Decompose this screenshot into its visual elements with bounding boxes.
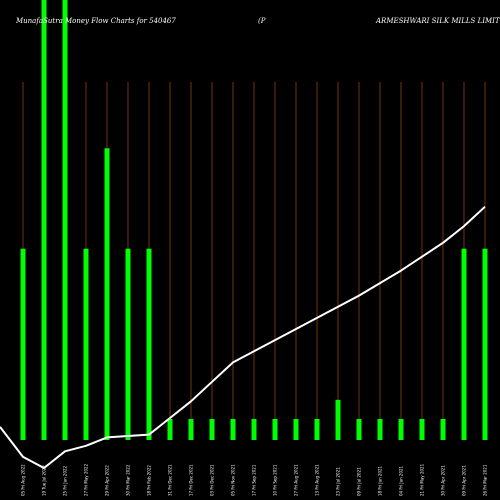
x-tick-label: 25 Fri Jun 2022 [63, 465, 68, 496]
x-tick-label: 31 Fri Dec 2021 [168, 464, 173, 496]
x-tick-label: 09 Fri Jul 2021 [357, 467, 362, 496]
chart-title-left: MunafaSutra Money Flow Charts for 540467 [15, 17, 176, 25]
x-tick-label: 10 Fri Sep 2021 [273, 464, 278, 496]
money-flow-bar [230, 418, 236, 440]
money-flow-bar [356, 418, 362, 440]
chart-title-right: ARMESHWARI SILK MILLS LIMIT [375, 17, 500, 25]
x-tick-label: 05 Fri Aug 2022 [21, 464, 26, 496]
money-flow-bar [335, 399, 341, 440]
x-tick-label: 03 Fri Dec 2021 [210, 464, 215, 496]
money-flow-bar [188, 418, 194, 440]
money-flow-bar [125, 248, 131, 440]
x-tick-label: 04 Fri Jun 2021 [399, 465, 404, 496]
money-flow-bar [398, 418, 404, 440]
money-flow-bar [167, 418, 173, 440]
money-flow-bar [41, 0, 47, 440]
x-tick-label: 05 Fri Nov 2021 [231, 464, 236, 496]
money-flow-bar [62, 0, 68, 440]
money-flow-bar [104, 148, 110, 440]
x-tick-label: 23 Fri Jul 2021 [336, 467, 341, 496]
x-tick-label: 19 Tue Jul 2022 [42, 465, 47, 496]
x-tick-label: 27 Fri Aug 2021 [294, 464, 299, 496]
bar-layer [20, 0, 488, 440]
x-tick-label: 30 Fri Apr 2021 [441, 465, 446, 496]
tick-layer: 05 Fri Aug 2022 19 Tue Jul 2022 25 Fri Jun… [21, 463, 488, 496]
money-flow-bar [440, 418, 446, 440]
line-layer [0, 205, 486, 469]
money-flow-bar [377, 418, 383, 440]
money-flow-bar [314, 418, 320, 440]
money-flow-bar [482, 248, 488, 440]
x-tick-label: 21 Fri May 2021 [420, 463, 425, 496]
x-tick-label: 18 Fri Feb 2022 [147, 465, 152, 496]
money-flow-bar [209, 418, 215, 440]
x-tick-label: 26 Fri Mar 2021 [483, 464, 488, 496]
money-flow-bar [251, 418, 257, 440]
x-tick-label: 09 Fri Apr 2021 [462, 465, 467, 496]
x-tick-label: 29 Fri Apr 2022 [105, 465, 110, 496]
money-flow-bar [83, 248, 89, 440]
chart-title-middle: (P [258, 17, 266, 25]
money-flow-bar [272, 418, 278, 440]
money-flow-bar [293, 418, 299, 440]
trend-line [0, 205, 486, 469]
x-tick-label: 13 Fri Aug 2021 [315, 464, 320, 496]
x-tick-label: 27 Fri May 2022 [84, 463, 89, 496]
x-tick-label: 17 Fri Dec 2021 [189, 464, 194, 496]
money-flow-bar [146, 248, 152, 440]
money-flow-bar [419, 418, 425, 440]
x-tick-label: 17 Fri Sep 2021 [252, 464, 257, 496]
money-flow-bar [20, 248, 26, 440]
x-tick-label: 30 Fri Mar 2022 [126, 464, 131, 496]
money-flow-bar [461, 248, 467, 440]
x-tick-label: 18 Fri Jun 2021 [378, 465, 383, 496]
